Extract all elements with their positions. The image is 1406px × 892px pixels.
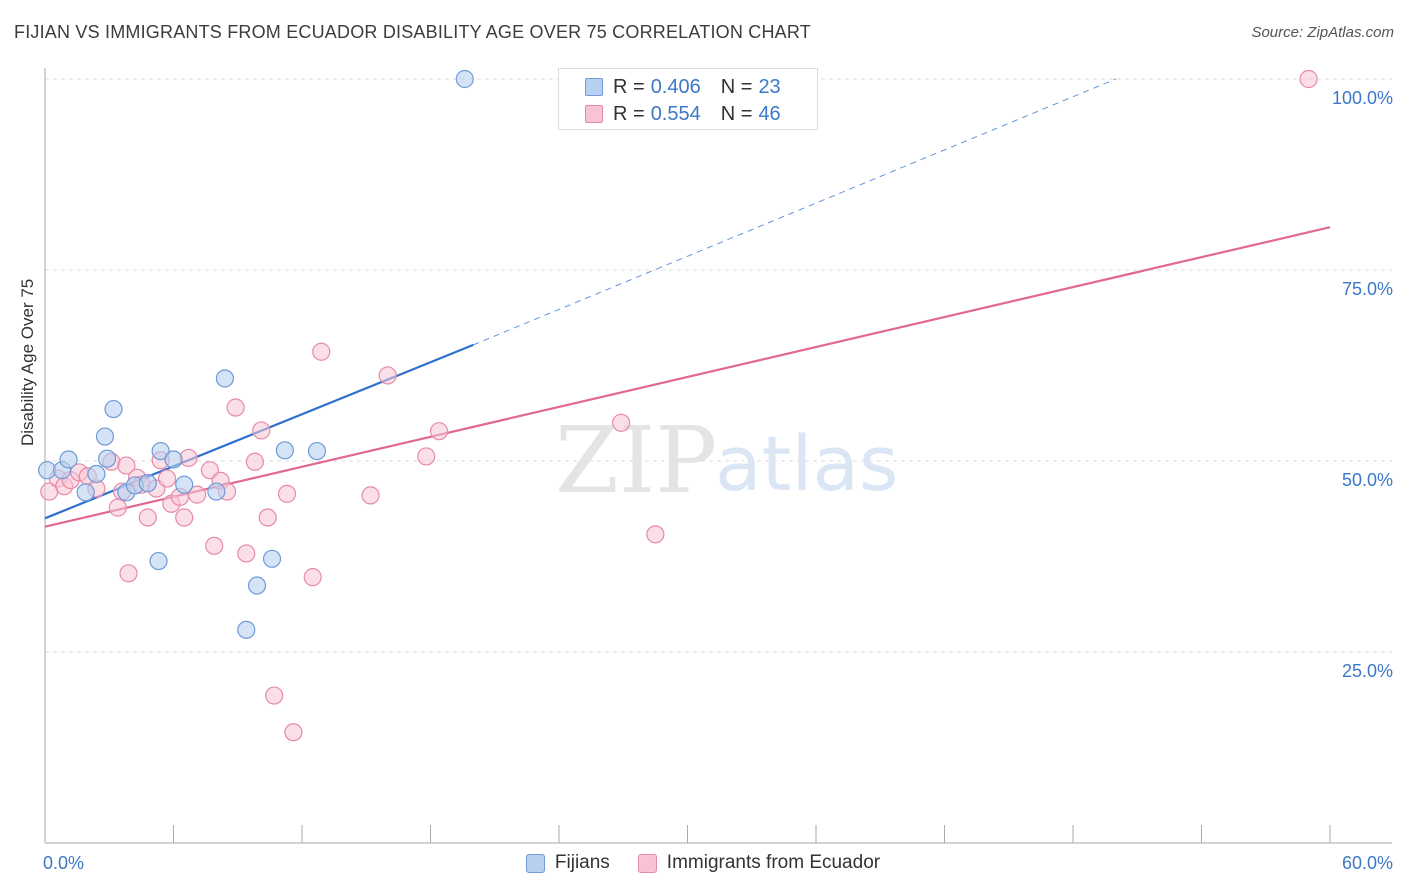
fijians-point: [207, 482, 226, 501]
legend-label-fijians: Fijians: [554, 852, 610, 873]
fijians-point: [104, 399, 123, 419]
tick-labels: 25.0% 50.0% 75.0% 100.0% 0.0% 60.0%: [43, 88, 1393, 873]
fijians-point: [247, 576, 267, 595]
watermark: ZIP atlas: [555, 407, 899, 514]
ecuador-point: [429, 422, 449, 441]
source-label: Source: ZipAtlas.com: [1251, 24, 1394, 41]
fijians-legend-swatch: [525, 853, 545, 873]
fijians-point: [164, 450, 183, 469]
y-axis-label: Disability Age Over 75: [18, 278, 37, 446]
ecuador-point: [200, 461, 220, 480]
ecuador-point: [237, 544, 256, 563]
y-tick-label: 100.0%: [1332, 88, 1393, 108]
r-value: 0.406: [650, 75, 701, 98]
ecuador-point: [252, 421, 271, 440]
fijians-point: [215, 369, 234, 388]
ecuador-point: [175, 508, 194, 527]
ecuador-point: [378, 366, 397, 385]
y-tick-label: 25.0%: [1342, 661, 1393, 681]
watermark-zip: ZIP: [555, 407, 717, 514]
fijians-point: [59, 450, 78, 469]
fijians-point: [98, 449, 117, 468]
ecuador-point: [117, 456, 136, 475]
fijians-point: [149, 551, 168, 571]
fijians-swatch: [585, 78, 603, 96]
ecuador-point: [138, 508, 157, 527]
ecuador-point: [179, 448, 198, 468]
ecuador-trend-line: [44, 226, 1331, 528]
ecuador-point: [157, 469, 177, 488]
fijians-point: [95, 427, 115, 446]
n-value: 23: [758, 75, 781, 98]
legend-label-ecuador: Immigrants from Ecuador: [666, 852, 881, 873]
fijians-point: [237, 620, 256, 639]
n-label: N =: [720, 75, 753, 98]
legend-row-fijians: R = 0.406 N = 23: [585, 74, 781, 100]
legend-row-ecuador: R = 0.554 N = 46: [585, 101, 781, 127]
ecuador-point: [265, 686, 284, 705]
ecuador-point: [245, 452, 264, 471]
fijians-point: [151, 441, 170, 461]
fijians-trend-extension: [473, 78, 1117, 346]
ecuador-point: [1299, 69, 1318, 89]
n-value: 46: [758, 102, 781, 125]
fijians-point: [76, 483, 95, 502]
fijians-point: [307, 441, 327, 461]
ecuador-point: [119, 564, 138, 583]
r-label: R =: [613, 75, 645, 98]
series-legend: Fijians Immigrants from Ecuador: [0, 852, 1406, 874]
y-tick-label: 50.0%: [1342, 470, 1393, 490]
ecuador-point: [312, 342, 331, 361]
fijians-point: [138, 474, 157, 493]
legend-item-ecuador[interactable]: Immigrants from Ecuador: [637, 852, 881, 874]
fijians-point: [275, 441, 294, 460]
ecuador-point: [108, 498, 127, 517]
fijians-point: [455, 69, 474, 89]
axes: [44, 68, 1392, 844]
chart-title: FIJIAN VS IMMIGRANTS FROM ECUADOR DISABI…: [14, 22, 811, 42]
ecuador-point: [277, 484, 297, 503]
ecuador-point: [258, 508, 277, 527]
fijians-point: [87, 464, 106, 484]
fijians-point: [175, 475, 194, 494]
fijians-point: [262, 549, 282, 568]
ecuador-point: [612, 413, 631, 432]
ecuador-legend-swatch: [637, 853, 657, 873]
ecuador-point: [646, 525, 665, 544]
ecuador-point: [417, 447, 436, 466]
ecuador-point: [361, 486, 380, 505]
ecuador-point: [284, 723, 303, 742]
ecuador-point: [303, 568, 322, 587]
grid: [45, 78, 1392, 653]
y-tick-label: 75.0%: [1342, 279, 1393, 299]
ecuador-point: [205, 536, 224, 555]
x-tick-label: 60.0%: [1342, 853, 1393, 873]
ecuador-swatch: [585, 105, 603, 123]
n-label: N =: [720, 102, 753, 125]
r-value: 0.554: [650, 102, 701, 125]
r-label: R =: [613, 102, 645, 125]
legend-item-fijians[interactable]: Fijians: [525, 852, 610, 874]
ecuador-point: [187, 485, 207, 504]
data-points: [38, 69, 1318, 742]
x-tick-label: 0.0%: [43, 853, 84, 873]
ecuador-point: [226, 398, 245, 417]
correlation-legend: R = 0.406 N = 23 R = 0.554 N = 46: [558, 68, 818, 130]
watermark-atlas: atlas: [715, 419, 899, 508]
